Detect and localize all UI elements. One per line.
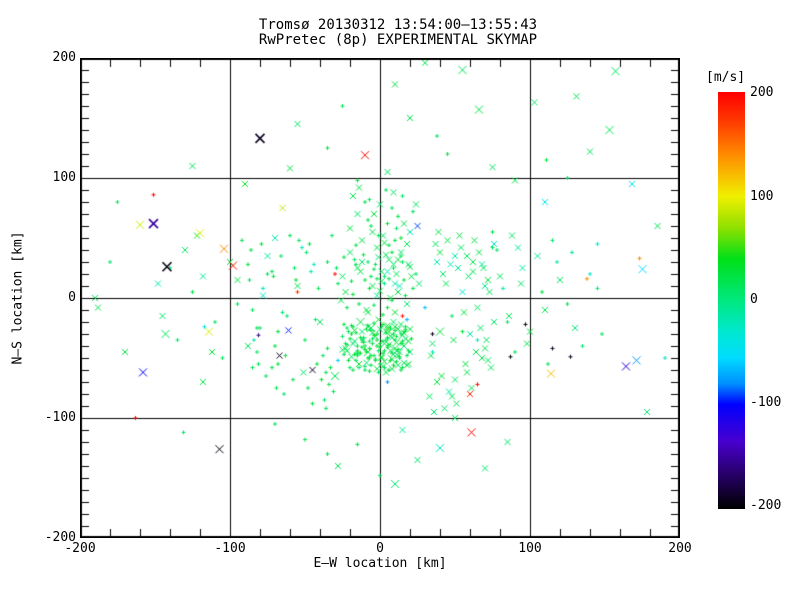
colorbar-tick-label: -200	[750, 498, 782, 513]
plot-title-line2: RwPretec (8p) EXPERIMENTAL SKYMAP	[258, 32, 538, 48]
y-tick-label: 200	[52, 50, 76, 65]
colorbar-tick-label: 0	[750, 292, 758, 307]
colorbar-gradient	[718, 92, 745, 509]
plot-title: Tromsø 20130312 13:54:00–13:55:43 RwPret…	[0, 18, 796, 48]
colorbar-tick-label: 200	[750, 85, 774, 100]
colorbar-tick-label: 100	[750, 189, 774, 204]
y-tick-label: -200	[44, 530, 76, 545]
y-tick-label: -100	[44, 410, 76, 425]
colorbar-units-label: [m/s]	[706, 70, 746, 85]
y-tick-label: 100	[52, 170, 76, 185]
x-tick-label: 100	[518, 541, 542, 556]
x-axis-label: E–W location [km]	[313, 556, 447, 571]
skymap-canvas	[80, 58, 680, 538]
colorbar-tick-label: -100	[750, 395, 782, 410]
y-tick-label: 0	[68, 290, 76, 305]
x-tick-label: 200	[668, 541, 692, 556]
x-tick-label: -100	[214, 541, 246, 556]
plot-title-line1: Tromsø 20130312 13:54:00–13:55:43	[258, 17, 538, 33]
x-tick-label: 0	[376, 541, 384, 556]
plot-area	[80, 58, 680, 538]
x-tick-label: -200	[64, 541, 96, 556]
colorbar	[718, 92, 745, 513]
y-axis-label: N–S location [km]	[10, 231, 26, 365]
